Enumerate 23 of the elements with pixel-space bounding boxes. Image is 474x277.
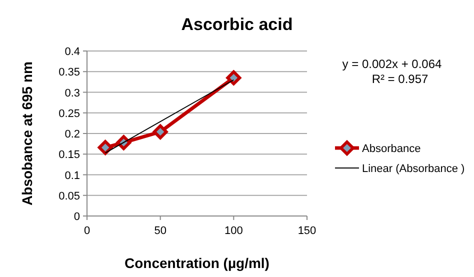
x-axis-title: Concentration (µg/ml) (124, 255, 270, 271)
x-tick-label: 50 (154, 225, 166, 237)
point (152, 124, 168, 140)
legend-label: Absorbance (362, 143, 421, 155)
y-tick-label: 0.05 (58, 190, 80, 202)
y-tick-label: 0.35 (58, 66, 80, 79)
x-tick-label: 100 (224, 225, 243, 237)
y-axis-title: Absobance at 695 nm (19, 62, 35, 206)
y-tick-label: 0.1 (64, 170, 80, 182)
point (98, 140, 113, 156)
legend-label: Linear (Absorbance ) (362, 163, 465, 175)
y-tick-label: 0.25 (58, 108, 80, 120)
text: y = 0.002x + 0.064 (342, 57, 442, 71)
y-tick-label: 0.4 (64, 46, 80, 58)
x-tick-label: 150 (298, 225, 316, 237)
y-tick-label: 0.3 (64, 87, 80, 100)
x-tick-label: 0 (84, 225, 90, 237)
point (226, 70, 242, 86)
text: R² = 0.957 (372, 72, 429, 86)
y-tick-label: 0 (74, 211, 80, 223)
y-tick-label: 0.15 (58, 149, 80, 162)
y-tick-label: 0.2 (64, 128, 80, 140)
chart-title: Ascorbic acid (181, 15, 293, 34)
